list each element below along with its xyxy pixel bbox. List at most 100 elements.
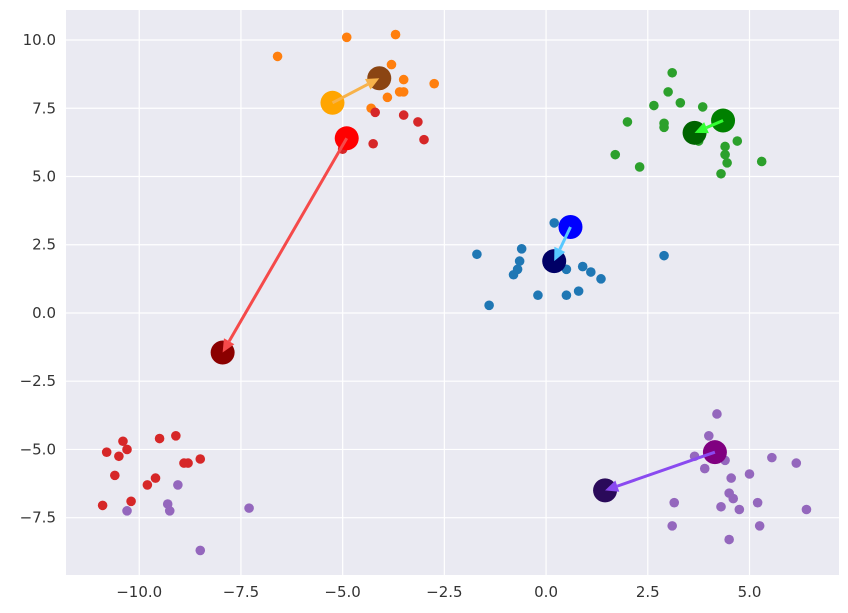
data-point [484,300,494,311]
data-point [596,274,606,284]
grid [66,10,839,575]
y-tick-label: 2.5 [32,236,56,254]
data-point [622,117,633,127]
data-point [368,138,378,149]
data-point [724,534,734,545]
data-point [122,506,132,516]
data-point [659,250,669,261]
data-point [697,102,708,112]
data-point [195,454,206,464]
data-point [754,521,765,531]
centroid-arrow-shaft [227,137,349,343]
data-point [398,110,409,120]
data-point [756,156,767,167]
data-point [122,444,132,455]
x-tick-label: −2.5 [426,583,462,601]
data-point [586,267,596,277]
centroid-arrow-shaft [705,119,724,130]
data-point [561,290,572,301]
data-point [370,107,381,118]
x-tick-label: 5.0 [738,583,762,601]
data-point [514,256,525,266]
y-tick-label: 5.0 [32,167,56,185]
data-point [728,493,739,504]
data-point [173,480,183,490]
data-point [752,497,763,508]
data-point [386,59,397,70]
data-point [419,134,429,145]
data-point [720,149,730,160]
data-point [801,504,812,515]
data-point [663,87,673,97]
data-point [667,521,677,531]
y-tick-label: 0.0 [32,304,56,322]
centroid-arrow-head [222,338,235,353]
data-point [716,501,726,512]
data-point [114,451,124,462]
data-point [533,290,543,301]
plot-area [66,10,839,575]
data-point [744,469,755,479]
data-point [722,158,732,168]
x-tick-label: 2.5 [636,583,660,601]
y-tick-label: −7.5 [20,509,56,527]
data-point [667,67,677,78]
data-point [382,92,393,103]
data-point [732,136,743,146]
data-point [341,32,352,43]
data-point [720,141,730,152]
data-point [675,98,686,108]
data-point [142,480,153,490]
data-point [413,117,423,127]
x-tick-label: −7.5 [223,583,259,601]
data-point [516,244,527,254]
centroid-arrow-head [554,246,566,262]
centroid-arrow-shaft [616,450,716,488]
data-point [272,51,283,62]
data-point [726,473,736,483]
x-tick-label: −5.0 [324,583,360,601]
data-point [244,503,254,513]
data-point [390,29,401,40]
data-point [472,249,482,260]
centroid-arrow-head [605,480,620,492]
y-tick-label: −2.5 [20,372,56,390]
data-point [704,430,714,441]
x-tick-label: −10.0 [116,583,162,601]
data-point [791,458,802,468]
data-point [171,430,181,441]
data-point [549,218,560,228]
data-point [195,545,206,556]
centroid-arrow-head [364,78,380,90]
data-point [712,409,722,419]
data-points [97,29,812,556]
data-point [97,500,108,511]
centroid-arrow-shaft [331,82,369,105]
data-point [659,122,669,133]
centroid-arrows [222,78,724,492]
data-point [164,506,175,516]
data-point [101,447,112,457]
tick-labels: −10.0 −7.5 −5.0 −2.5 0.0 2.5 5.0 −7.5 −5.0 −2.5 0.… [20,31,762,601]
data-point [179,458,189,468]
centroid-arrow-head [694,122,709,134]
data-point [716,168,726,179]
data-point [734,504,745,515]
y-tick-label: 7.5 [32,99,56,117]
x-tick-label: 0.0 [534,583,558,601]
data-point [398,87,409,97]
data-point [669,497,680,508]
data-point [150,473,161,483]
data-point [577,261,588,272]
y-tick-label: −5.0 [20,440,56,458]
data-point [767,452,777,463]
data-point [649,100,659,111]
data-point [118,436,128,447]
data-point [126,496,136,507]
data-point [634,162,645,172]
centroid-arrow-shaft [558,226,572,251]
data-point [110,470,120,481]
data-point [699,463,710,474]
